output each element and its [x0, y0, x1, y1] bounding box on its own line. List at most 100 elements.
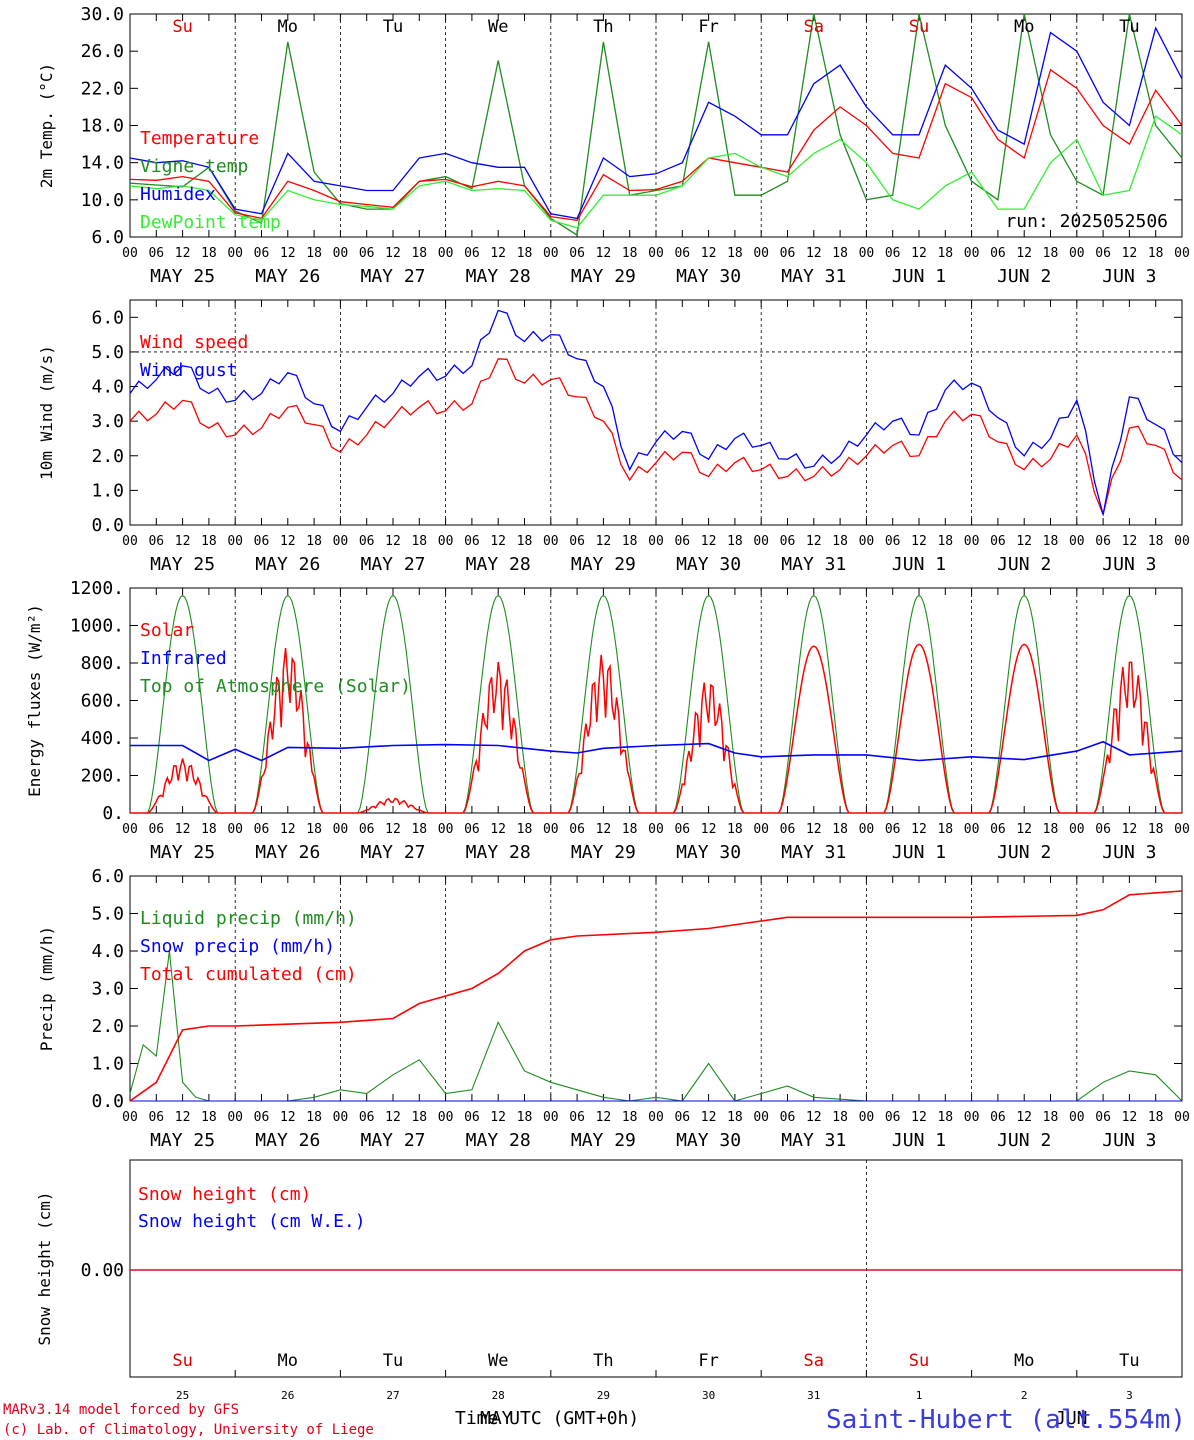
- day-number: 3: [1126, 1389, 1133, 1402]
- model-credit: MARv3.14 model forced by GFS: [3, 1402, 239, 1418]
- hour-tick-label: 18: [1043, 1110, 1059, 1125]
- hour-tick-label: 12: [701, 822, 717, 837]
- hour-tick-label: 12: [911, 1110, 927, 1125]
- hour-tick-label: 06: [990, 534, 1006, 549]
- hour-tick-label: 12: [806, 534, 822, 549]
- hour-tick-label: 06: [464, 822, 480, 837]
- hour-tick-label: 00: [543, 822, 559, 837]
- hour-tick-label: 06: [254, 246, 270, 261]
- hour-tick-label: 12: [280, 534, 296, 549]
- hour-tick-label: 12: [806, 822, 822, 837]
- date-label: JUN 2: [997, 1130, 1051, 1151]
- day-number: 28: [492, 1389, 505, 1402]
- series-liquid-precip-mm-h-: [129, 950, 1183, 1102]
- date-label: MAY 28: [466, 266, 531, 287]
- hour-tick-label: 06: [780, 1110, 796, 1125]
- hour-tick-label: 06: [359, 1110, 375, 1125]
- y-tick-label: 0.: [102, 803, 124, 824]
- panel-snow: 0.00 Snow height (cm) Snow height (cm) Snow…: [35, 1159, 1183, 1402]
- legend-entry: Wind speed: [140, 332, 248, 353]
- day-number: 29: [597, 1389, 610, 1402]
- day-number: 1: [916, 1389, 923, 1402]
- series-solar: [130, 643, 1182, 814]
- hour-tick-label: 06: [569, 1110, 585, 1125]
- hour-tick-label: 12: [1122, 534, 1138, 549]
- hour-tick-label: 06: [148, 246, 164, 261]
- hour-tick-label: 12: [490, 246, 506, 261]
- date-label: MAY 31: [781, 842, 846, 863]
- legend-entry: Snow height (cm W.E.): [138, 1211, 366, 1232]
- date-label: JUN 2: [997, 266, 1051, 287]
- y-tick-label: 6.0: [91, 307, 124, 328]
- hour-tick-label: 12: [1122, 246, 1138, 261]
- day-name: Tu: [383, 17, 403, 37]
- hour-tick-label: 00: [227, 822, 243, 837]
- hour-tick-label: 12: [911, 822, 927, 837]
- hour-tick-label: 18: [201, 246, 217, 261]
- hour-tick-label: 00: [543, 1110, 559, 1125]
- hour-tick-label: 12: [596, 822, 612, 837]
- panel-precip: 00 06 12 18 00 06 12 18 00 06 12 18 00 06 12 18 00 06 12 18…: [37, 866, 1190, 1151]
- hour-tick-label: 06: [674, 822, 690, 837]
- date-label: MAY 31: [781, 554, 846, 575]
- hour-tick-label: 06: [254, 822, 270, 837]
- hour-tick-label: 00: [859, 1110, 875, 1125]
- day-number: 27: [386, 1389, 399, 1402]
- legend-entry: Solar: [140, 620, 194, 641]
- y-tick-label: 200.: [81, 766, 124, 787]
- hour-tick-label: 18: [727, 822, 743, 837]
- hour-tick-label: 06: [464, 1110, 480, 1125]
- day-name: Th: [593, 17, 613, 37]
- date-label: JUN 1: [892, 554, 946, 575]
- hour-tick-label: 00: [122, 822, 138, 837]
- hour-tick-label: 18: [622, 534, 638, 549]
- day-number: 26: [281, 1389, 294, 1402]
- hour-tick-label: 00: [753, 534, 769, 549]
- hour-tick-label: 12: [280, 1110, 296, 1125]
- panel-temperature: 00 06 12 18 00 06 12 18 00 06 12 18 00 06 12 18 00 06 12 18…: [37, 4, 1190, 287]
- hour-tick-label: 06: [359, 246, 375, 261]
- date-label: MAY 27: [360, 1130, 425, 1151]
- y-tick-label: 18.0: [81, 116, 124, 137]
- hour-tick-label: 18: [201, 534, 217, 549]
- hour-tick-label: 00: [1174, 246, 1190, 261]
- hour-tick-label: 06: [990, 822, 1006, 837]
- legend-entry: Wind gust: [140, 360, 238, 381]
- hour-tick-label: 18: [1148, 1110, 1164, 1125]
- legend-entry: DewPoint temp: [140, 212, 281, 233]
- hour-tick-label: 00: [122, 534, 138, 549]
- hour-tick-label: 06: [254, 534, 270, 549]
- hour-tick-label: 00: [1069, 822, 1085, 837]
- hour-tick-label: 18: [411, 1110, 427, 1125]
- series-temperature: [129, 68, 1183, 222]
- day-name: We: [488, 17, 508, 37]
- hour-tick-label: 06: [885, 534, 901, 549]
- hour-tick-label: 18: [517, 1110, 533, 1125]
- legend-entry: Total cumulated (cm): [140, 964, 357, 985]
- panel-frame: [129, 13, 1183, 238]
- y-tick-label: 1.0: [91, 480, 124, 501]
- hour-tick-label: 06: [569, 534, 585, 549]
- date-label: MAY 26: [255, 554, 320, 575]
- hour-tick-label: 06: [780, 246, 796, 261]
- hour-tick-label: 00: [543, 534, 559, 549]
- hour-tick-label: 00: [333, 534, 349, 549]
- date-label: JUN 1: [892, 1130, 946, 1151]
- hour-tick-label: 06: [885, 246, 901, 261]
- date-label: MAY 29: [571, 266, 636, 287]
- hour-tick-label: 12: [175, 246, 191, 261]
- legend-entry: Liquid precip (mm/h): [140, 908, 357, 929]
- day-name: Mo: [278, 17, 298, 37]
- hour-tick-label: 00: [648, 1110, 664, 1125]
- y-tick-label: 6.0: [91, 227, 124, 248]
- hour-tick-label: 12: [806, 246, 822, 261]
- hour-tick-label: 18: [1148, 822, 1164, 837]
- hour-tick-label: 12: [490, 822, 506, 837]
- date-label: MAY 31: [781, 266, 846, 287]
- hour-tick-label: 00: [438, 822, 454, 837]
- date-label: JUN 1: [892, 842, 946, 863]
- series-total-cumulated-cm-: [129, 890, 1183, 1102]
- series-dewpoint-temp: [129, 115, 1183, 229]
- hour-tick-label: 18: [306, 822, 322, 837]
